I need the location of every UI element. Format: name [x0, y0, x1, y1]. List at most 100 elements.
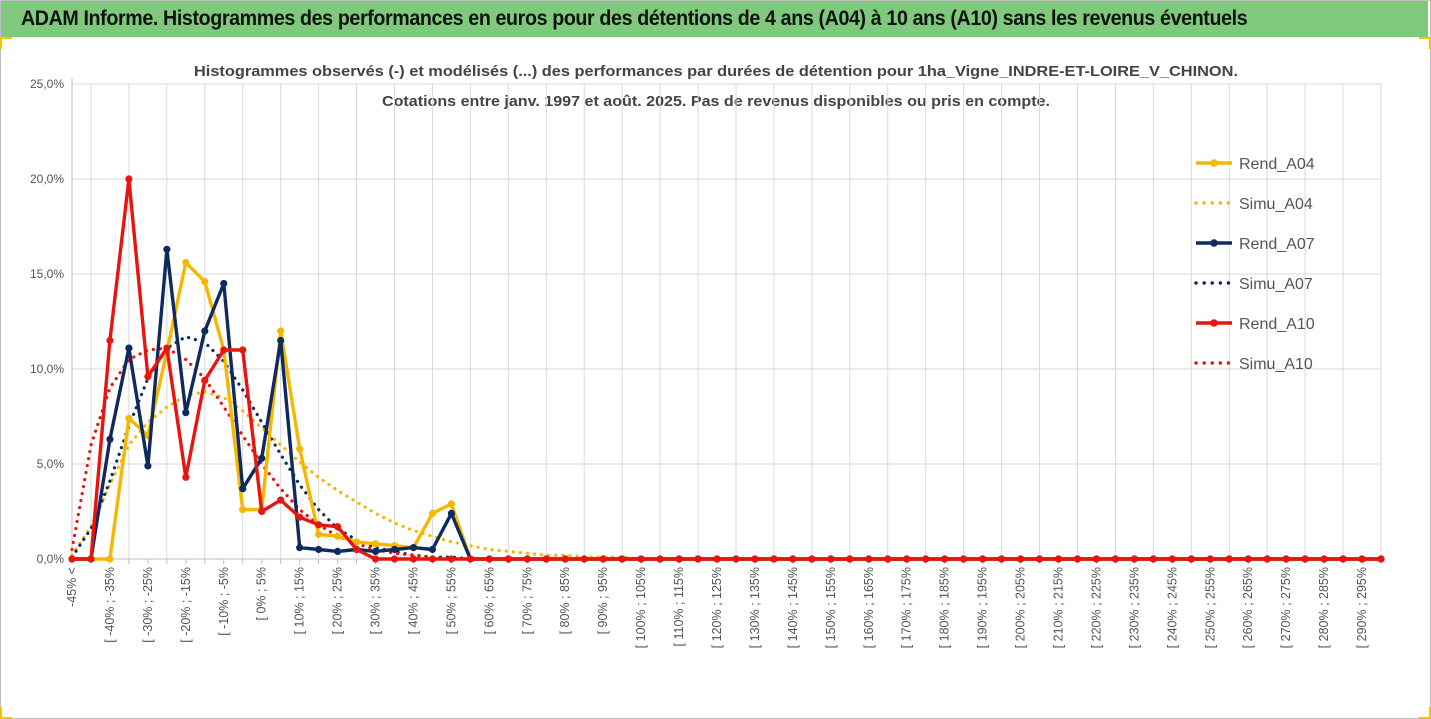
- chart-title-line1: Histogrammes observés (-) et modélisés (…: [194, 63, 1238, 80]
- data-point-rend-a10: [1054, 555, 1063, 563]
- y-tick-label: 15,0%: [30, 267, 64, 281]
- x-tick-label: [ 60% ; 65%: [482, 567, 496, 634]
- data-point-rend-a07: [220, 279, 228, 288]
- data-point-rend-a07: [371, 547, 380, 556]
- x-tick-label: [ 80% ; 85%: [558, 567, 572, 634]
- data-point-rend-a04: [428, 509, 437, 517]
- data-point-rend-a10: [542, 555, 550, 563]
- y-tick-label: 5,0%: [37, 457, 65, 471]
- data-point-rend-a10: [277, 496, 285, 504]
- data-point-rend-a10: [68, 555, 76, 563]
- data-point-rend-a10: [1244, 555, 1252, 563]
- legend-marker-rend-a04: [1210, 159, 1218, 167]
- data-point-rend-a10: [561, 555, 569, 563]
- series-line-simu-a07: [70, 335, 1383, 561]
- data-point-rend-a10: [315, 521, 323, 529]
- y-tick-label: 20,0%: [30, 172, 64, 186]
- x-tick-label: [ 260% ; 265%: [1241, 567, 1255, 648]
- x-tick-label: [ 100% ; 105%: [634, 567, 648, 648]
- data-point-rend-a10: [1035, 555, 1044, 563]
- data-point-rend-a10: [1358, 555, 1366, 563]
- x-tick-label: [ -30% ; -25%: [141, 567, 155, 643]
- x-tick-label: [ 270% ; 275%: [1279, 567, 1293, 648]
- data-point-rend-a07: [163, 245, 171, 253]
- data-point-rend-a07: [201, 327, 209, 335]
- data-point-rend-a07: [106, 435, 114, 443]
- data-point-rend-a10: [201, 376, 209, 384]
- data-point-rend-a07: [409, 544, 418, 552]
- data-point-rend-a10: [675, 555, 683, 563]
- series-line-rend-a07: [72, 247, 1381, 561]
- data-point-rend-a10: [144, 373, 152, 381]
- data-point-rend-a10: [1320, 555, 1328, 563]
- data-point-rend-a10: [637, 555, 645, 563]
- data-point-rend-a10: [846, 555, 854, 563]
- x-tick-label: [ 190% ; 195%: [976, 567, 990, 648]
- x-tick-label: [ 160% ; 165%: [862, 567, 876, 648]
- data-point-rend-a04: [315, 530, 323, 538]
- data-point-rend-a10: [1111, 555, 1120, 563]
- data-point-rend-a07: [258, 454, 266, 462]
- x-tick-label: [ 120% ; 125%: [710, 567, 724, 648]
- chart-title-line2: Cotations entre janv. 1997 et août. 2025…: [382, 93, 1050, 110]
- legend-label-rend-a04: Rend_A04: [1239, 156, 1315, 173]
- data-point-rend-a10: [865, 555, 873, 563]
- data-point-rend-a10: [296, 513, 304, 521]
- data-point-rend-a10: [523, 555, 531, 563]
- data-point-rend-a10: [258, 507, 266, 516]
- data-point-rend-a04: [371, 540, 380, 548]
- x-tick-label: [ 40% ; 45%: [406, 567, 420, 634]
- data-point-rend-a07: [277, 336, 285, 345]
- x-tick-label: [ 250% ; 255%: [1203, 567, 1217, 648]
- data-point-rend-a10: [87, 555, 95, 563]
- data-point-rend-a10: [485, 555, 493, 563]
- data-point-rend-a10: [580, 555, 588, 563]
- data-point-rend-a10: [903, 555, 911, 563]
- frame-corner-tr: [1419, 37, 1431, 49]
- report-title: ADAM Informe. Histogrammes des performan…: [21, 7, 1248, 30]
- data-point-rend-a04: [106, 555, 114, 563]
- data-point-rend-a04: [182, 259, 190, 267]
- data-point-rend-a10: [333, 523, 342, 531]
- legend-marker-rend-a07: [1210, 239, 1218, 247]
- data-point-rend-a04: [296, 445, 304, 453]
- data-point-rend-a10: [1263, 555, 1271, 563]
- x-tick-label: [ 210% ; 215%: [1051, 567, 1065, 648]
- data-point-rend-a10: [618, 555, 626, 563]
- data-point-rend-a07: [390, 545, 399, 554]
- data-point-rend-a10: [1187, 555, 1195, 563]
- x-tick-label: [ 140% ; 145%: [786, 567, 800, 648]
- data-point-rend-a10: [1377, 555, 1385, 563]
- data-point-rend-a10: [447, 555, 456, 563]
- data-point-rend-a07: [239, 485, 247, 493]
- data-point-rend-a10: [1301, 555, 1309, 563]
- data-point-rend-a07: [447, 509, 456, 517]
- data-point-rend-a10: [220, 346, 228, 354]
- data-point-rend-a10: [922, 555, 930, 563]
- data-point-rend-a07: [296, 544, 304, 552]
- data-point-rend-a10: [1206, 555, 1214, 563]
- data-point-rend-a10: [409, 555, 418, 563]
- x-tick-label: [ 200% ; 205%: [1014, 567, 1028, 648]
- data-point-rend-a10: [827, 555, 835, 563]
- x-tick-label: [ -20% ; -15%: [179, 567, 193, 643]
- data-point-rend-a10: [504, 555, 512, 563]
- y-tick-label: 10,0%: [30, 362, 64, 376]
- data-point-rend-a10: [1130, 555, 1138, 563]
- data-point-rend-a10: [884, 555, 892, 563]
- data-point-rend-a10: [599, 555, 607, 563]
- data-point-rend-a10: [1149, 555, 1157, 563]
- y-axis: 0,0% 5,0% 10,0% 15,0% 20,0% 25,0%: [30, 77, 64, 566]
- x-tick-label: [ 170% ; 175%: [900, 567, 914, 648]
- data-point-rend-a10: [751, 555, 759, 563]
- data-point-rend-a10: [352, 545, 361, 554]
- x-tick-label: [ 180% ; 185%: [938, 567, 952, 648]
- y-tick-label: 25,0%: [30, 77, 64, 91]
- data-point-rend-a07: [428, 545, 437, 554]
- data-point-rend-a10: [371, 555, 380, 563]
- x-tick-label: [ -40% ; -35%: [103, 567, 117, 643]
- legend-label-rend-a07: Rend_A07: [1239, 236, 1315, 253]
- x-tick-label: -45% <: [65, 567, 79, 607]
- series-line-rend-a10: [72, 177, 1381, 561]
- x-tick-label: [ -10% ; -5%: [217, 567, 231, 636]
